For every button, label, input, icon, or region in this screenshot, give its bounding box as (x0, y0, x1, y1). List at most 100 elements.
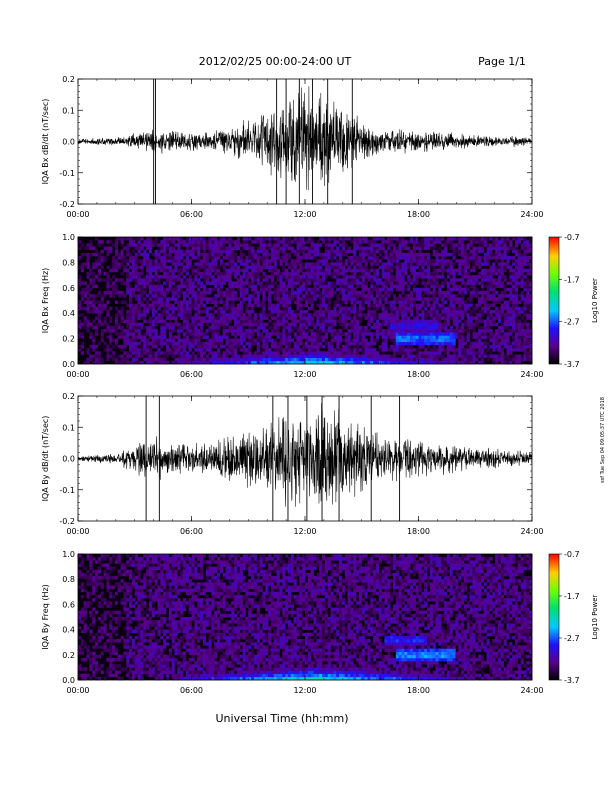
spectrogram-cell (299, 325, 303, 330)
spectrogram-cell (461, 348, 465, 352)
spectrogram-cell (404, 306, 408, 311)
spectrogram-cell (438, 262, 442, 266)
spectrogram-cell (92, 354, 96, 358)
spectrogram-cell (412, 268, 416, 273)
spectrogram-cell (282, 310, 286, 314)
spectrogram-cell (327, 249, 331, 254)
spectrogram-cell (390, 268, 394, 273)
spectrogram-cell (344, 332, 348, 336)
spectrogram-cell (432, 278, 436, 282)
spectrogram-cell (109, 290, 113, 295)
spectrogram-cell (347, 335, 351, 339)
spectrogram-cell (358, 252, 363, 257)
spectrogram-cell (134, 335, 138, 339)
spectrogram-cell (134, 341, 138, 346)
spectrogram-cell (268, 287, 272, 292)
spectrogram-cell (180, 281, 184, 285)
spectrogram-cell (287, 335, 292, 339)
spectrogram-cell (268, 237, 272, 241)
spectrogram-cell (404, 325, 408, 330)
spectrogram-cell (407, 354, 411, 358)
spectrogram-cell (262, 335, 266, 339)
spectrogram-cell (378, 344, 382, 349)
spectrogram-cell (327, 243, 331, 247)
spectrogram-cell (120, 310, 124, 314)
spectrogram-cell (287, 240, 292, 244)
spectrogram-cell (290, 348, 294, 352)
spectrogram-cell (140, 243, 144, 247)
spectrogram-cell (492, 354, 496, 358)
spectrogram-cell (191, 237, 195, 241)
spectrogram-cell (495, 329, 499, 333)
spectrogram-cell (140, 237, 144, 241)
spectrogram-cell (444, 259, 448, 263)
spectrogram-cell (480, 310, 485, 314)
spectrogram-cell (97, 256, 101, 260)
spectrogram-cell (276, 278, 280, 282)
spectrogram-cell (409, 271, 414, 276)
spectrogram-cell (415, 262, 419, 266)
spectrogram-cell (290, 310, 294, 314)
spectrogram-cell (174, 259, 178, 263)
spectrogram-cell (466, 344, 470, 349)
spectrogram-cell (463, 310, 468, 314)
spectrogram-cell (95, 310, 99, 314)
spectrogram-cell (370, 348, 374, 352)
spectrogram-cell (262, 310, 266, 314)
spectrogram-cell (163, 252, 167, 257)
spectrogram-cell (89, 357, 93, 362)
spectrogram-cell (256, 322, 260, 327)
spectrogram-cell (441, 275, 445, 279)
spectrogram-cell (293, 265, 297, 270)
spectrogram-cell (160, 275, 164, 279)
spectrogram-cell (421, 256, 425, 260)
spectrogram-cell (123, 246, 127, 250)
spectrogram-cell (265, 354, 269, 358)
spectrogram-cell (279, 344, 283, 349)
spectrogram-cell (506, 256, 510, 260)
spectrogram-cell (251, 259, 255, 263)
spectrogram-cell (441, 332, 445, 336)
spectrogram-cell (438, 322, 442, 327)
spectrogram-cell (514, 348, 519, 352)
spectrogram-cell (330, 319, 334, 324)
spectrogram-cell (106, 357, 110, 362)
spectrogram-cell (480, 284, 485, 289)
spectrogram-cell (472, 306, 476, 311)
spectrogram-cell (80, 294, 84, 298)
spectrogram-cell (339, 310, 343, 314)
spectrogram-cell (171, 303, 175, 308)
spectrogram-cell (409, 237, 414, 241)
spectrogram-cell (157, 348, 161, 352)
spectrogram-cell (114, 278, 119, 282)
spectrogram-cell (486, 259, 490, 263)
spectrogram-cell (446, 262, 451, 266)
spectrogram-cell (185, 335, 189, 339)
spectrogram-cell (497, 256, 502, 260)
spectrogram-cell (330, 313, 334, 317)
spectrogram-cell (506, 294, 510, 298)
spectrogram-cell (441, 252, 445, 257)
spectrogram-cell (495, 278, 499, 282)
spectrogram-cell (191, 246, 195, 250)
spectrogram-cell (333, 271, 337, 276)
spectrogram-cell (205, 290, 209, 295)
spectrogram-cell (282, 329, 286, 333)
spectrogram-cell (259, 284, 263, 289)
spectrogram-cell (429, 297, 433, 301)
spectrogram-cell (341, 310, 346, 314)
spectrogram-cell (392, 341, 397, 346)
spectrogram-cell (256, 360, 260, 365)
spectrogram-cell (381, 310, 385, 314)
spectrogram-cell (129, 332, 133, 336)
spectrogram-cell (290, 246, 294, 250)
spectrogram-cell (330, 325, 334, 330)
spectrogram-cell (185, 268, 189, 273)
spectrogram-cell (177, 313, 181, 317)
spectrogram-cell (509, 360, 513, 365)
spectrogram-cell (313, 246, 317, 250)
spectrogram-cell (200, 344, 204, 349)
spectrogram-cell (160, 313, 164, 317)
spectrogram-cell (333, 351, 337, 355)
spectrogram-cell (251, 357, 255, 362)
